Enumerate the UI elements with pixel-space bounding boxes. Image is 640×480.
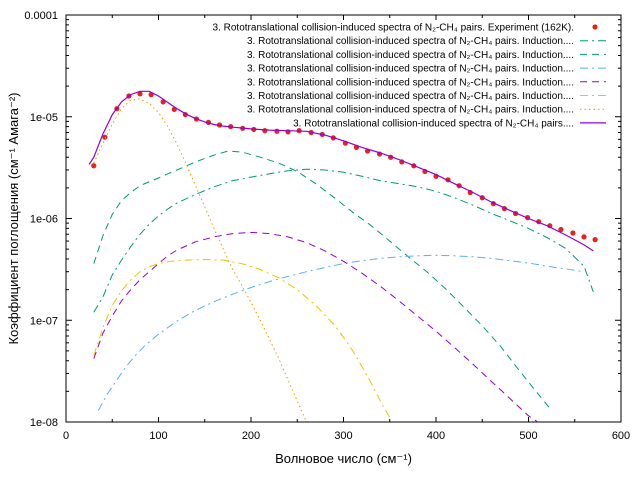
x-tick-label: 100	[149, 430, 167, 442]
series-line-4	[97, 254, 585, 411]
legend-marker	[592, 24, 598, 30]
x-tick-label: 500	[519, 430, 537, 442]
legend-label: 3. Rototranslational collision-induced s…	[247, 77, 574, 88]
series-line-5	[93, 231, 539, 423]
legend-label: 3. Rototranslational collision-induced s…	[247, 64, 574, 75]
data-point	[91, 163, 97, 169]
x-tick-label: 400	[427, 430, 445, 442]
axes: 0 100 200 300 400 500 600 1e-08 1e-07 1e-06 1e-05 0…	[24, 10, 630, 442]
y-tick-label: 1e-08	[30, 417, 58, 429]
data-point	[274, 128, 280, 134]
y-tick-label: 1e-06	[30, 214, 58, 226]
data-point	[262, 128, 268, 134]
legend-label: 3. Rototranslational collision-induced s…	[247, 50, 574, 61]
legend-label: 3. Rototranslational collision-induced s…	[247, 36, 574, 47]
y-tick-label: 1e-05	[30, 112, 58, 124]
x-axis-label: Волновое число (см⁻¹)	[275, 451, 412, 466]
data-point	[558, 226, 564, 233]
series-layer	[88, 90, 598, 423]
x-tick-label: 0	[63, 430, 69, 442]
y-axis-label: Коэффициент поглощения (см⁻¹ Амага⁻²)	[6, 93, 21, 345]
data-point	[581, 234, 587, 240]
data-point	[102, 134, 108, 140]
y-tick-label: 0.0001	[24, 10, 58, 22]
x-tick-label: 600	[612, 430, 630, 442]
y-tick-label: 1e-07	[30, 315, 58, 327]
legend-label: 3. Rototranslational collision-induced s…	[213, 23, 574, 34]
legend-label: 3. Rototranslational collision-induced s…	[247, 105, 574, 116]
data-point	[592, 237, 598, 243]
series-line-2	[93, 168, 594, 313]
legend: 3. Rototranslational collision-induced s…	[213, 23, 606, 129]
series-line-8	[88, 90, 594, 252]
series-line-7	[93, 98, 307, 423]
series-line-3	[93, 150, 552, 411]
x-tick-label: 200	[242, 430, 260, 442]
plot-frame	[65, 14, 622, 423]
data-point	[570, 230, 576, 236]
data-point	[137, 91, 143, 97]
legend-label: 3. Rototranslational collision-induced s…	[247, 91, 574, 102]
x-tick-label: 300	[334, 430, 352, 442]
legend-label: 3. Rototranslational collision-induced s…	[293, 118, 574, 129]
series-line-6	[93, 258, 391, 419]
